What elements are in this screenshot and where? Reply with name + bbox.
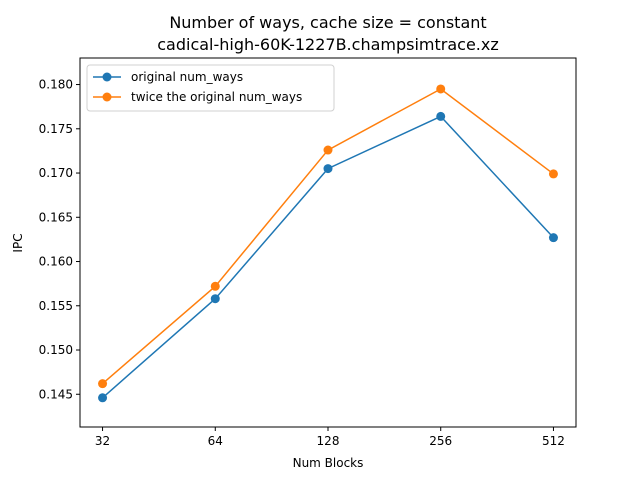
y-tick-label: 0.165 xyxy=(39,210,73,224)
data-point xyxy=(98,393,108,403)
x-tick-label: 512 xyxy=(542,434,565,448)
x-tick-label: 256 xyxy=(429,434,452,448)
x-axis-label: Num Blocks xyxy=(293,456,364,470)
data-point xyxy=(323,164,333,174)
legend-box xyxy=(86,64,335,112)
x-tick-label: 32 xyxy=(95,434,110,448)
legend-label: twice the original num_ways xyxy=(131,90,302,104)
legend-marker xyxy=(102,92,112,102)
plot-area xyxy=(98,84,558,403)
data-point xyxy=(548,169,558,179)
y-axis-label: IPC xyxy=(11,233,25,252)
x-tick-label: 64 xyxy=(208,434,223,448)
y-tick-label: 0.150 xyxy=(39,343,73,357)
data-point xyxy=(548,233,558,243)
y-tick-label: 0.145 xyxy=(39,387,73,401)
y-tick-label: 0.170 xyxy=(39,166,73,180)
data-point xyxy=(210,281,220,291)
data-point xyxy=(210,294,220,304)
data-point xyxy=(436,111,446,121)
y-axis: 0.145 0.150 0.155 0.160 0.165 0.170 0.175 0.180 xyxy=(39,78,80,401)
data-point xyxy=(98,379,108,389)
y-tick-label: 0.180 xyxy=(39,78,73,92)
data-point xyxy=(323,145,333,155)
legend-marker xyxy=(102,72,112,82)
x-axis: 32 64 128 256 512 xyxy=(95,427,565,448)
legend-label: original num_ways xyxy=(131,70,243,84)
y-tick-label: 0.160 xyxy=(39,255,73,269)
data-point xyxy=(436,84,446,94)
y-tick-label: 0.175 xyxy=(39,122,73,136)
y-tick-label: 0.155 xyxy=(39,299,73,313)
chart-subtitle: cadical-high-60K-1227B.champsimtrace.xz xyxy=(157,35,499,54)
x-tick-label: 128 xyxy=(317,434,340,448)
chart-title: Number of ways, cache size = constant xyxy=(169,13,486,32)
